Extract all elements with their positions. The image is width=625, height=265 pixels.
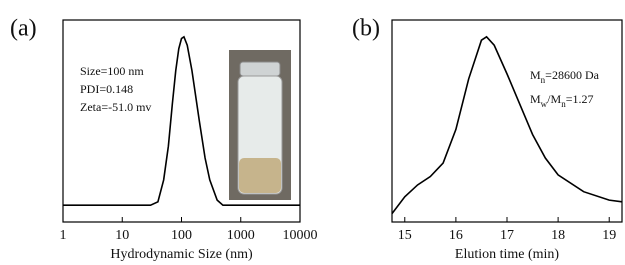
page: {"chart_data": [ {"type": "line", "panel… xyxy=(0,0,625,265)
annotation-part: M xyxy=(530,68,541,82)
x-tick-label: 16 xyxy=(449,228,463,243)
x-tick-label: 1 xyxy=(60,228,67,243)
annotation-part: /M xyxy=(547,92,561,106)
annotation-part: =28600 Da xyxy=(545,68,599,82)
annotation: Mw/Mn=1.27 xyxy=(530,92,593,109)
figure: (a) Hydrodynamic Size (nm) 1 10 100 1000 10000… xyxy=(0,0,625,265)
annotation-part: M xyxy=(530,92,541,106)
annotation: Mn=28600 Da xyxy=(530,68,600,85)
annotation: PDI=0.148 xyxy=(80,82,133,96)
panel-label: (a) xyxy=(10,16,37,42)
plot-frame xyxy=(392,20,622,222)
annotation-part: Zeta=-51.0 mv xyxy=(80,100,151,114)
x-tick-label: 10 xyxy=(115,228,129,243)
annotation-part: Size=100 nm xyxy=(80,64,144,78)
data-line xyxy=(392,37,622,214)
annotation-part: =1.27 xyxy=(566,92,594,106)
x-tick-label: 17 xyxy=(500,228,514,243)
x-tick-label: 100 xyxy=(171,228,192,243)
annotation-part: PDI=0.148 xyxy=(80,82,133,96)
x-tick-label: 1000 xyxy=(227,228,255,243)
x-axis-label: Elution time (min) xyxy=(455,247,560,262)
x-tick-label: 15 xyxy=(398,228,412,243)
annotation: Zeta=-51.0 mv xyxy=(80,100,151,114)
vial-photo xyxy=(229,50,291,200)
x-tick-label: 19 xyxy=(602,228,616,243)
x-axis-label: Hydrodynamic Size (nm) xyxy=(110,247,253,262)
annotation: Size=100 nm xyxy=(80,64,144,78)
x-tick-label: 18 xyxy=(551,228,565,243)
x-tick-label: 10000 xyxy=(283,228,318,243)
panel-label: (b) xyxy=(352,16,380,42)
